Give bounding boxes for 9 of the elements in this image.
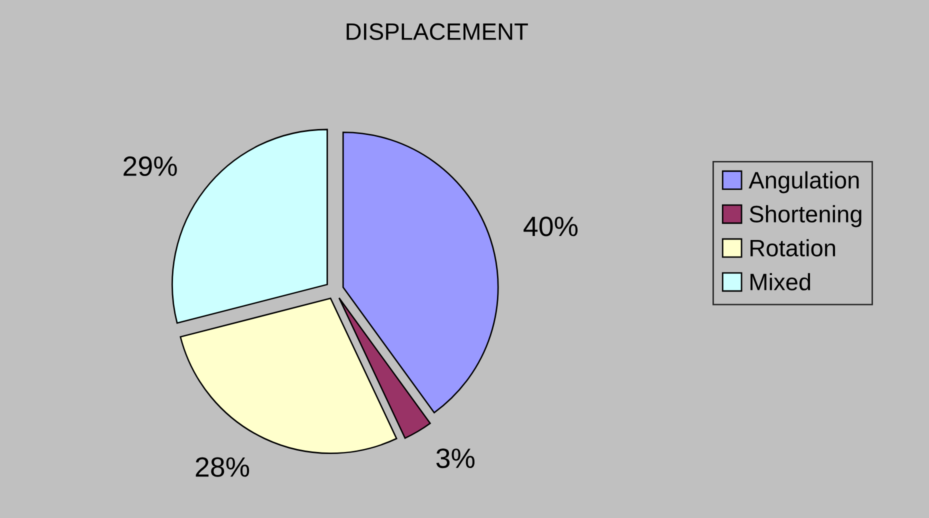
data-label: 29% (124, 156, 177, 176)
data-label: 3% (436, 448, 474, 468)
data-label: 28% (196, 457, 250, 477)
legend-label: Angulation (748, 171, 859, 194)
legend-label: Mixed (750, 273, 810, 290)
legend-label: Shortening (750, 205, 862, 228)
legend-label: Rotation (750, 239, 836, 256)
data-label: 40% (524, 216, 578, 236)
chart-title: DISPLACEMENT (346, 23, 528, 40)
